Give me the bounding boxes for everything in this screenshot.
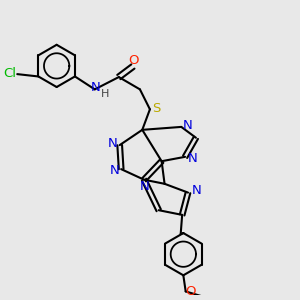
Text: O: O — [128, 53, 139, 67]
Text: N: N — [191, 184, 201, 197]
Text: N: N — [91, 81, 101, 94]
Text: N: N — [188, 152, 197, 165]
Text: N: N — [110, 164, 120, 177]
Text: Cl: Cl — [3, 67, 16, 80]
Text: H: H — [101, 89, 109, 99]
Text: O: O — [185, 285, 195, 298]
Text: N: N — [140, 180, 150, 193]
Text: N: N — [183, 119, 193, 132]
Text: S: S — [152, 102, 160, 115]
Text: N: N — [107, 137, 117, 150]
